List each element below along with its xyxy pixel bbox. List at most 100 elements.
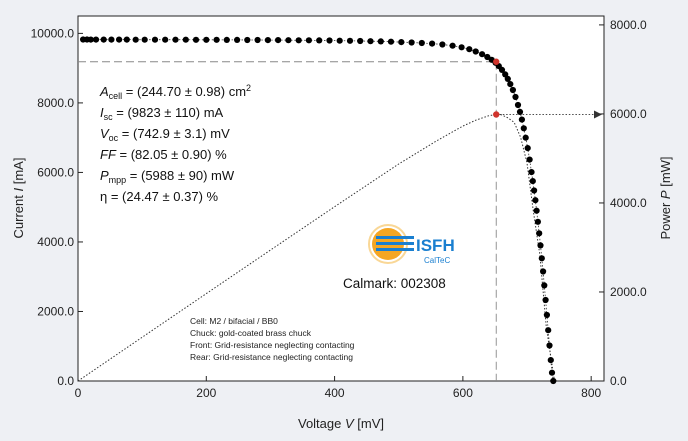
note-chuck: Chuck: gold-coated brass chuck — [190, 328, 312, 338]
iv-point — [472, 48, 479, 55]
iv-point — [466, 46, 473, 53]
y-right-tick-label: 0.0 — [610, 374, 627, 388]
iv-point — [116, 36, 123, 43]
iv-point — [509, 86, 516, 94]
y-right-axis-label: Power P [mW] — [658, 156, 673, 239]
iv-point — [439, 41, 446, 48]
y-right-tick-label: 6000.0 — [610, 107, 647, 121]
iv-point — [123, 36, 130, 43]
iv-point — [418, 39, 425, 47]
iv-point — [516, 108, 524, 115]
x-axis-ticks: 0 200 400 600 800 — [75, 376, 602, 400]
power-curve — [77, 113, 555, 382]
y-left-axis-label: Current I [mA] — [11, 158, 26, 239]
iv-point — [533, 207, 540, 214]
iv-point — [547, 357, 554, 364]
y-left-tick-label: 0.0 — [57, 374, 74, 388]
note-cell: Cell: M2 / bifacial / BB0 — [190, 316, 278, 326]
x-axis-label: Voltage V [mV] — [298, 416, 384, 431]
iv-point — [537, 242, 544, 249]
iv-point — [542, 296, 549, 304]
iv-point — [512, 93, 519, 101]
iv-point — [532, 197, 539, 204]
logo-stripe-icon — [376, 248, 414, 251]
iv-point — [449, 42, 456, 49]
iv-point — [192, 36, 200, 43]
stat-pmpp: Pmpp = (5988 ± 90) mW — [100, 168, 235, 185]
mpp-current-point — [493, 58, 500, 65]
iv-point — [529, 178, 536, 185]
iv-point — [550, 377, 557, 385]
y-right-axis-ticks: 0.0 2000.0 4000.0 6000.0 8000.0 — [599, 18, 647, 388]
plot-frame — [77, 15, 605, 382]
iv-point — [326, 37, 333, 44]
iv-point — [172, 36, 179, 43]
logo-stripe-icon — [376, 242, 414, 245]
y-left-tick-label: 4000.0 — [37, 235, 74, 249]
stat-ff: FF = (82.05 ± 0.90) % — [100, 147, 227, 162]
iv-point — [100, 36, 107, 43]
note-rear: Rear: Grid-resistance neglecting contact… — [190, 352, 353, 362]
iv-point — [151, 36, 159, 43]
iv-point — [275, 37, 282, 44]
iv-point — [528, 169, 535, 176]
iv-point — [526, 156, 533, 163]
iv-point — [479, 51, 486, 58]
iv-point — [502, 71, 509, 78]
iv-point — [254, 36, 261, 44]
iv-point — [223, 36, 230, 44]
x-tick-label: 200 — [196, 386, 216, 400]
iv-point — [305, 37, 312, 44]
note-front: Front: Grid-resistance neglecting contac… — [190, 340, 355, 350]
iv-point — [429, 40, 436, 47]
iv-point — [398, 39, 405, 46]
iv-point — [285, 37, 292, 44]
y-left-tick-label: 2000.0 — [37, 304, 74, 318]
mpp-points — [493, 58, 500, 118]
iv-point — [357, 37, 364, 45]
stat-acell: Acell = (244.70 ± 0.98) cm2 — [99, 83, 251, 101]
logo-name: ISFH — [416, 236, 455, 255]
iv-point — [458, 44, 465, 51]
iv-point — [534, 218, 542, 225]
iv-point — [377, 38, 384, 45]
x-tick-label: 800 — [581, 386, 601, 400]
iv-point — [92, 36, 100, 43]
iv-point — [518, 116, 526, 123]
y-left-tick-label: 8000.0 — [37, 96, 74, 110]
iv-point — [387, 38, 395, 45]
iv-point — [531, 187, 538, 194]
iv-point — [316, 37, 323, 44]
iv-point — [182, 36, 189, 43]
iv-point — [522, 134, 529, 141]
iv-point — [543, 311, 551, 319]
iv-point — [545, 327, 552, 334]
y-left-tick-label: 6000.0 — [37, 165, 74, 179]
isfh-logo: ISFH CalTeC — [368, 224, 455, 265]
iv-point — [408, 39, 415, 46]
iv-point — [87, 36, 94, 43]
cell-notes: Cell: M2 / bifacial / BB0 Chuck: gold-co… — [190, 316, 355, 362]
stat-voc: Voc = (742.9 ± 3.1) mV — [100, 126, 230, 143]
x-tick-label: 0 — [75, 386, 82, 400]
iv-point — [504, 75, 511, 82]
plot-area — [78, 16, 604, 381]
iv-point — [524, 145, 531, 152]
iv-point — [203, 36, 210, 43]
y-left-tick-label: 10000.0 — [31, 26, 75, 40]
iv-point — [132, 36, 139, 43]
iv-point — [546, 342, 553, 349]
iv-point — [520, 125, 527, 132]
y-right-tick-label: 2000.0 — [610, 285, 647, 299]
iv-point — [536, 230, 543, 237]
iv-point — [108, 36, 115, 43]
iv-point — [540, 268, 547, 275]
iv-point — [264, 37, 271, 44]
iv-points — [80, 36, 557, 385]
y-right-tick-label: 8000.0 — [610, 18, 647, 32]
iv-point — [295, 37, 302, 44]
logo-sub: CalTeC — [424, 256, 450, 265]
iv-point — [244, 36, 251, 44]
iv-point — [498, 66, 506, 73]
